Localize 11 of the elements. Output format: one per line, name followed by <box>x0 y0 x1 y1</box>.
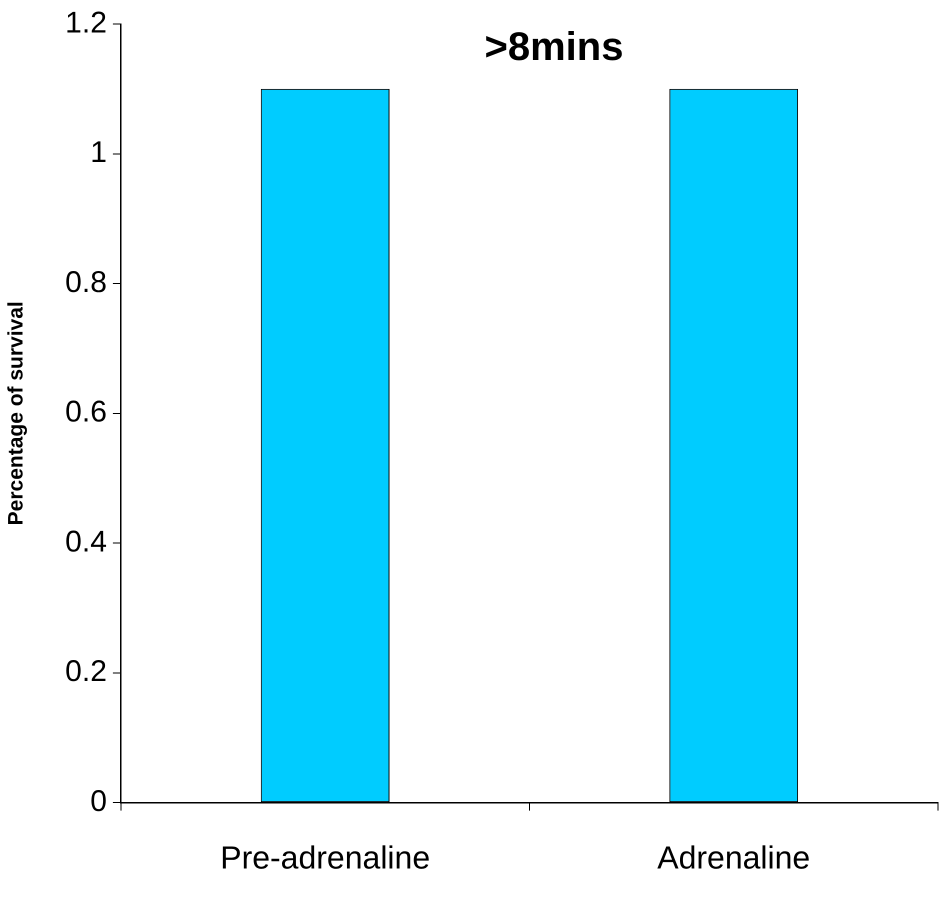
y-tick-label: 1 <box>90 136 107 170</box>
y-tick-label: 1.2 <box>65 6 107 40</box>
y-tick-label: 0.8 <box>65 266 107 299</box>
x-tick-label: Adrenaline <box>657 840 810 876</box>
y-tick-label: 0.6 <box>65 396 107 429</box>
y-tick-label: 0 <box>90 784 107 818</box>
x-tick-label: Pre-adrenaline <box>220 840 430 876</box>
chart-title: >8mins <box>484 25 624 70</box>
y-tick-label: 0.4 <box>65 525 107 558</box>
y-tick-label: 0.2 <box>65 655 107 688</box>
y-axis-title: Percentage of survival <box>4 301 28 526</box>
